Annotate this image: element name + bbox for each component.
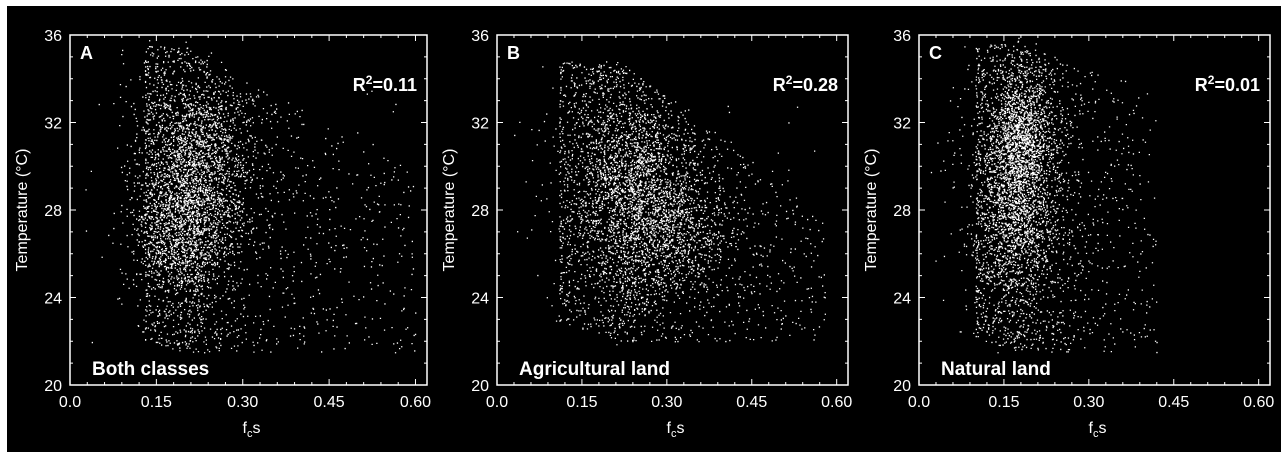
y-tick-label: 24 [44,291,62,308]
xlabel-tail-b: s [676,420,684,437]
r-squared-a: R2=0.11 [353,73,417,95]
r2-prefix-c: R [1195,75,1208,95]
x-tick-label: 0.30 [651,394,682,411]
x-axis-label-a: fcs [243,420,261,440]
r2-sup-a: 2 [366,73,373,87]
y-tick-label: 20 [893,378,911,395]
x-tick-label: 0.30 [1073,394,1104,411]
y-tick-label: 24 [893,291,911,308]
axes-b: 0.0 0.15 0.30 0.45 0.60 20 24 28 32 36 [471,28,852,411]
r2-sup-c: 2 [1208,73,1215,87]
x-tick-label: 0.15 [141,394,172,411]
panel-letter-c: C [929,43,942,63]
r2-sup-b: 2 [786,73,793,87]
y-tick-label: 20 [471,378,489,395]
x-tick-label: 0.15 [566,394,597,411]
x-tick-label: 0.0 [59,394,81,411]
scatter-points-a [85,40,417,354]
y-tick-label: 28 [44,203,62,220]
xlabel-sub-c: c [1093,428,1099,440]
y-tick-label: 24 [471,291,489,308]
xlabel-sub-b: c [671,428,677,440]
panel-letter-b: B [507,43,520,63]
y-tick-label: 36 [44,28,62,45]
xlabel-sub-a: c [247,428,253,440]
annotation-b: Agricultural land [519,359,670,380]
y-tick-label: 32 [893,116,911,133]
x-tick-label: 0.45 [1158,394,1189,411]
x-tick-label: 0.0 [486,394,508,411]
axes-c: 0.0 0.15 0.30 0.45 0.60 20 24 28 32 36 [893,28,1274,411]
y-tick-label: 36 [471,28,489,45]
x-axis-label-c: fcs [1089,420,1107,440]
xlabel-main-c: f [1089,420,1094,437]
figure-background [7,6,1281,452]
x-tick-label: 0.60 [400,394,431,411]
points-b [514,61,826,346]
y-tick-label: 20 [44,378,62,395]
x-tick-label: 0.45 [736,394,767,411]
panel-letter-a: A [80,43,93,63]
r-squared-b: R2=0.28 [773,73,838,95]
xlabel-tail-a: s [252,420,260,437]
x-tick-label: 0.0 [908,394,930,411]
annotation-a: Both classes [92,359,209,380]
xlabel-main-a: f [243,420,248,437]
r2-prefix-b: R [773,75,786,95]
scatter-points-b [514,61,826,346]
y-tick-label: 32 [471,116,489,133]
x-tick-label: 0.60 [1243,394,1274,411]
xlabel-tail-c: s [1098,420,1106,437]
points-a [85,40,417,354]
y-tick-label: 28 [471,203,489,220]
annotation-c: Natural land [941,359,1051,380]
x-tick-label: 0.30 [227,394,258,411]
r2-value-b: =0.28 [792,75,838,95]
axes-a: 0.0 0.15 0.30 0.45 0.60 20 24 28 32 36 [44,28,431,411]
x-tick-label: 0.60 [821,394,852,411]
y-axis-label-b: Temperature (°C) [441,149,458,272]
y-axis-label-a: Temperature (°C) [14,149,31,272]
y-axis-label-c: Temperature (°C) [863,149,880,272]
r2-value-c: =0.01 [1214,75,1260,95]
y-tick-label: 32 [44,116,62,133]
xlabel-main-b: f [667,420,672,437]
y-tick-label: 28 [893,203,911,220]
x-axis-label-b: fcs [667,420,685,440]
x-tick-label: 0.15 [988,394,1019,411]
r2-value-a: =0.11 [372,75,417,95]
r-squared-c: R2=0.01 [1195,73,1260,95]
y-tick-label: 36 [893,28,911,45]
x-tick-label: 0.45 [314,394,345,411]
r2-prefix-a: R [353,75,366,95]
